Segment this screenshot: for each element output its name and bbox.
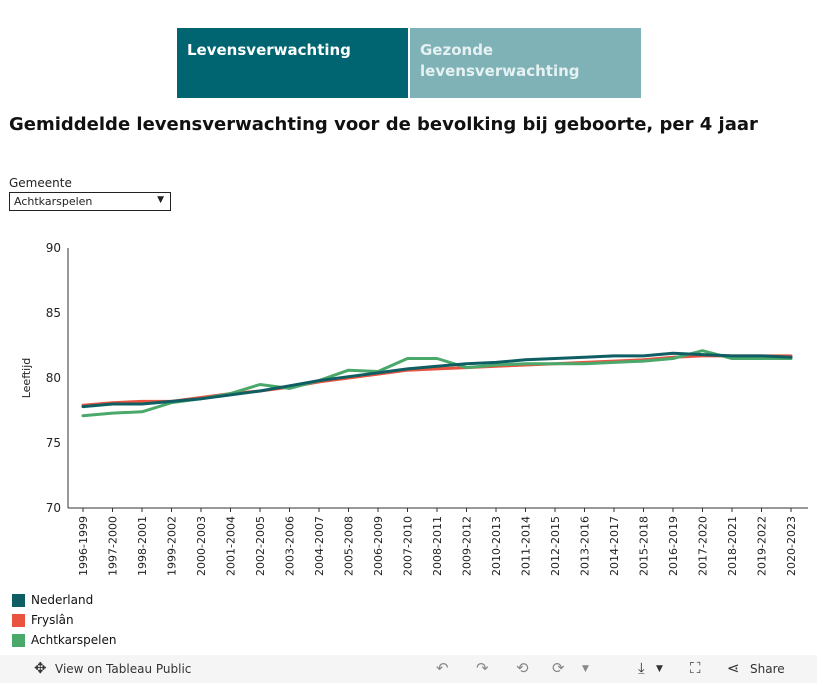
download-dropdown-icon[interactable]: ▼: [656, 664, 663, 674]
y-tick-label: 85: [46, 306, 61, 320]
y-tick-label: 90: [46, 241, 61, 255]
legend-item-nederland[interactable]: Nederland: [12, 590, 117, 610]
filter-label: Gemeente: [9, 176, 72, 190]
x-tick-label: 2015-2018: [638, 516, 651, 576]
series-line-achtkarspelen: [81, 349, 793, 418]
legend-swatch: [12, 613, 25, 627]
tab-gezonde-levensverwachting[interactable]: Gezonde levensverwachting: [410, 28, 641, 98]
gemeente-dropdown-value: Achtkarspelen: [14, 195, 93, 208]
x-tick-label: 2006-2009: [372, 516, 385, 576]
download-icon[interactable]: ⤓: [638, 659, 645, 677]
y-tick-label: 70: [46, 501, 61, 515]
tab-levensverwachting[interactable]: Levensverwachting: [177, 28, 408, 98]
x-tick-label: 2005-2008: [343, 516, 356, 576]
tableau-logo-icon: ✥: [34, 659, 47, 677]
chart-title: Gemiddelde levensverwachting voor de bev…: [9, 114, 758, 135]
redo-icon[interactable]: ↷: [476, 659, 489, 677]
undo-icon[interactable]: ↶: [436, 659, 449, 677]
legend-label: Nederland: [31, 593, 94, 607]
fullscreen-icon[interactable]: ⛶: [690, 659, 701, 677]
legend-label: Fryslân: [31, 613, 74, 627]
share-button[interactable]: Share: [750, 662, 785, 676]
y-tick-label: 80: [46, 371, 61, 385]
y-tick-label: 75: [46, 436, 61, 450]
refresh-dropdown-icon[interactable]: ▼: [582, 664, 589, 674]
x-tick-label: 2011-2014: [520, 516, 533, 576]
x-tick-label: 2000-2003: [195, 516, 208, 576]
revert-icon[interactable]: ⟲: [516, 659, 529, 677]
x-tick-label: 2003-2006: [284, 516, 297, 576]
series-line-frysln: [81, 354, 793, 407]
x-tick-label: 2012-2015: [549, 516, 562, 576]
legend-swatch: [12, 593, 25, 607]
legend-label: Achtkarspelen: [31, 633, 117, 647]
x-tick-label: 1998-2001: [136, 516, 149, 576]
x-tick-label: 2017-2020: [697, 516, 710, 576]
x-tick-label: 2020-2023: [785, 516, 798, 576]
refresh-icon[interactable]: ⟳: [552, 659, 565, 677]
view-on-tableau-link[interactable]: View on Tableau Public: [55, 662, 192, 676]
legend: Nederland Fryslân Achtkarspelen: [12, 590, 117, 650]
legend-item-fryslan[interactable]: Fryslân: [12, 610, 117, 630]
share-icon[interactable]: ⋖: [727, 659, 740, 677]
x-tick-label: 2018-2021: [726, 516, 739, 576]
legend-item-achtkarspelen[interactable]: Achtkarspelen: [12, 630, 117, 650]
x-tick-label: 2004-2007: [313, 516, 326, 576]
x-tick-label: 1999-2002: [166, 516, 179, 576]
x-tick-label: 2008-2011: [431, 516, 444, 576]
x-tick-label: 1997-2000: [107, 516, 120, 576]
x-tick-label: 2009-2012: [461, 516, 474, 576]
series-line-nederland: [81, 351, 793, 409]
x-tick-label: 2001-2004: [225, 516, 238, 576]
x-tick-label: 2013-2016: [579, 516, 592, 576]
x-tick-label: 2007-2010: [402, 516, 415, 576]
x-tick-label: 2010-2013: [490, 516, 503, 576]
x-tick-label: 2014-2017: [608, 516, 621, 576]
x-tick-label: 2019-2022: [756, 516, 769, 576]
dropdown-arrow-icon: ▼: [157, 195, 164, 205]
x-tick-label: 2002-2005: [254, 516, 267, 576]
x-tick-label: 1996-1999: [77, 516, 90, 576]
gemeente-dropdown[interactable]: Achtkarspelen ▼: [9, 192, 171, 211]
y-axis-label: Leeftijd: [20, 358, 33, 399]
legend-swatch: [12, 633, 25, 647]
tableau-toolbar: ✥ View on Tableau Public ↶ ↷ ⟲ ⟳ ▼ ⤓ ▼ ⛶…: [0, 655, 817, 683]
line-chart: 70 75 80 85 90 Leeftijd 1996-1999 1997-2000 1998…: [20, 241, 808, 576]
x-tick-label: 2016-2019: [667, 516, 680, 576]
